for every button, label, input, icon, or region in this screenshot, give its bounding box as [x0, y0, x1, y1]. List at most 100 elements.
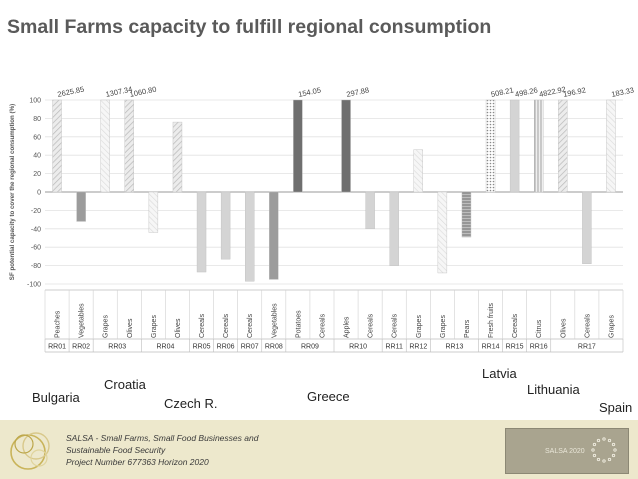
- bar: [509, 99, 520, 193]
- region-group-label: RR07: [241, 344, 259, 351]
- eu-star: [596, 438, 601, 443]
- region-group-label: RR16: [530, 344, 548, 351]
- country-label-spain: Spain: [599, 400, 633, 415]
- eu-star: [607, 457, 612, 462]
- bar: [172, 121, 183, 193]
- x-category-label: Olives: [127, 318, 134, 338]
- region-group-label: RR04: [156, 344, 174, 351]
- bar: [413, 149, 423, 193]
- x-category-label: Vegetables: [271, 303, 278, 338]
- x-category-label: Apples: [344, 316, 351, 338]
- bar: [437, 191, 448, 274]
- x-category-label: Olives: [560, 318, 567, 338]
- bar: [220, 191, 231, 260]
- country-label-lithuania: Lithuania: [527, 382, 580, 397]
- region-group-label: RR08: [265, 344, 283, 351]
- y-tick-label: 0: [37, 190, 41, 197]
- x-category-label: Cereals: [392, 313, 399, 338]
- region-group-label: RR15: [506, 344, 524, 351]
- region-group-label: RR13: [445, 344, 463, 351]
- country-label-czech: Czech R.: [164, 396, 218, 411]
- data-label: 498.26: [514, 85, 538, 99]
- bar: [534, 99, 544, 193]
- x-category-label: Olives: [175, 318, 182, 338]
- x-category-label: Grapes: [103, 315, 110, 338]
- y-tick-label: 40: [33, 153, 41, 160]
- y-tick-label: 60: [33, 134, 41, 141]
- eu-star: [602, 437, 606, 441]
- region-group-label: RR02: [72, 344, 90, 351]
- x-category-label: Grapes: [440, 315, 447, 338]
- y-tick-label: -100: [27, 282, 41, 289]
- bar: [245, 191, 255, 282]
- x-category-label: Citrus: [536, 319, 543, 338]
- country-label-croatia: Croatia: [104, 377, 146, 392]
- bar: [52, 99, 62, 193]
- eu-flag-icon: [591, 437, 617, 463]
- footer-line-1: SALSA - Small Farms, Small Food Business…: [66, 433, 259, 443]
- x-category-label: Grapes: [608, 315, 615, 338]
- region-group-label: RR11: [386, 344, 403, 351]
- x-category-label: Cereals: [247, 313, 254, 338]
- data-label: 2625.85: [57, 85, 85, 99]
- x-category-label: Peaches: [55, 310, 62, 338]
- bar: [293, 99, 303, 193]
- region-group-label: RR14: [482, 344, 500, 351]
- x-category-label: Potatoes: [295, 310, 302, 338]
- x-category-label: Pears: [464, 319, 471, 338]
- y-tick-label: -40: [31, 226, 41, 233]
- bar: [558, 99, 568, 193]
- footer-line-3: Project Number 677363 Horizon 2020: [66, 457, 209, 467]
- region-group-label: RR17: [578, 344, 596, 351]
- x-category-label: Cereals: [584, 313, 591, 338]
- x-category-label: Grapes: [416, 315, 423, 338]
- eu-star: [602, 459, 606, 463]
- bar: [341, 99, 351, 193]
- salsa-rings-logo: [10, 432, 50, 470]
- country-label-latvia: Latvia: [482, 366, 517, 381]
- y-tick-label: 100: [29, 98, 41, 105]
- x-category-label: Cereals: [319, 313, 326, 338]
- x-category-label: Fresh fruits: [488, 302, 495, 338]
- data-label: 154.05: [297, 85, 321, 99]
- country-label-greece: Greece: [307, 389, 350, 404]
- data-label: 1060.80: [129, 85, 157, 99]
- y-tick-label: -20: [31, 208, 41, 215]
- bar: [365, 191, 375, 229]
- x-category-label: Vegetables: [79, 303, 86, 338]
- bar: [269, 191, 279, 280]
- eu-star: [611, 453, 616, 458]
- y-tick-label: -60: [31, 245, 41, 252]
- region-group-label: RR05: [193, 344, 211, 351]
- data-label: 183.33: [611, 85, 635, 99]
- eu-star: [607, 438, 612, 443]
- bar: [196, 191, 207, 273]
- y-tick-label: 80: [33, 116, 41, 123]
- eu-star: [592, 453, 597, 458]
- x-category-label: Cereals: [199, 313, 206, 338]
- region-group-label: RR06: [217, 344, 235, 351]
- bar: [389, 191, 399, 266]
- x-category-label: Cereals: [223, 313, 230, 338]
- horizon-2020-logo-box: [505, 428, 629, 474]
- region-group-label: RR10: [349, 344, 367, 351]
- data-label: 508.21: [490, 85, 514, 99]
- bar: [582, 191, 592, 264]
- y-tick-label: 20: [33, 171, 41, 178]
- eu-star: [591, 448, 595, 452]
- y-axis-label: SF potential capacity to cover the regio…: [9, 104, 16, 280]
- bar: [606, 99, 616, 193]
- bar: [148, 191, 159, 233]
- bar: [100, 99, 110, 193]
- y-tick-label: -80: [31, 263, 41, 270]
- data-label: 196.92: [562, 85, 586, 99]
- footer-project-info: SALSA - Small Farms, Small Food Business…: [66, 432, 258, 468]
- data-label: 297.88: [346, 85, 370, 99]
- bar: [76, 191, 86, 222]
- eu-star: [596, 457, 601, 462]
- eu-star: [611, 442, 616, 447]
- bar: [461, 191, 472, 238]
- horizon-2020-logo-text: SALSA 2020: [545, 448, 585, 455]
- eu-star: [592, 442, 597, 447]
